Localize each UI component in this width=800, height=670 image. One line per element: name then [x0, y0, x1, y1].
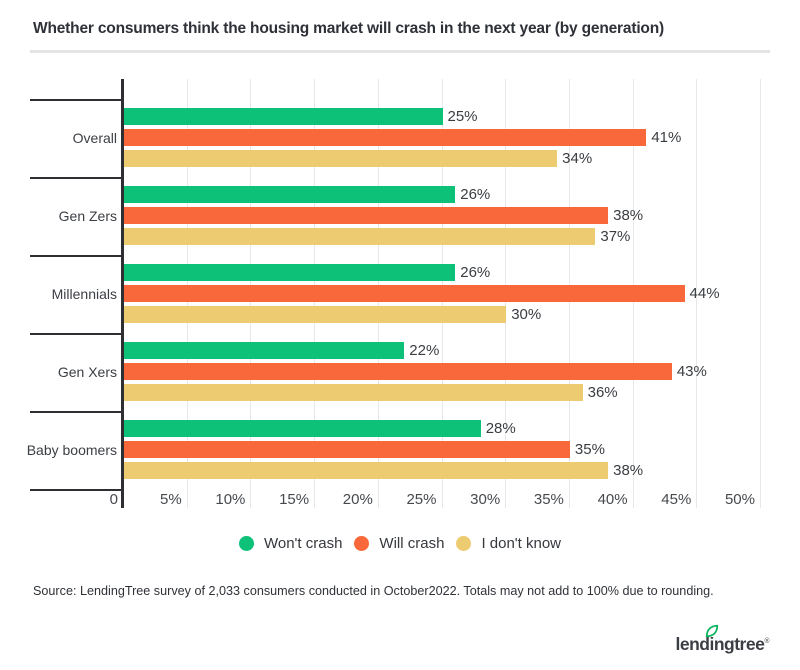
bar-value-label: 36%: [587, 384, 618, 401]
legend-label: Won't crash: [263, 535, 343, 552]
x-tick-label: 50%: [724, 491, 755, 508]
x-tick-label: 20%: [342, 491, 373, 508]
bar-value-label: 22%: [409, 342, 440, 359]
category-separator: [30, 177, 122, 179]
bar: [124, 420, 481, 437]
bar: [124, 342, 405, 359]
title-divider: [30, 50, 770, 53]
registered-mark: ®: [764, 638, 769, 646]
bar-value-label: 26%: [460, 186, 491, 203]
bar-value-label: 41%: [651, 129, 682, 146]
bar: [124, 207, 609, 224]
x-tick-label: 5%: [160, 491, 182, 508]
category-separator: [30, 411, 122, 413]
x-tick-label: 10%: [215, 491, 246, 508]
category-separator: [30, 99, 122, 101]
legend-dot-icon: [238, 536, 254, 551]
bar: [124, 285, 685, 302]
category-separator: [30, 255, 122, 257]
x-tick-label: 45%: [661, 491, 692, 508]
bar-value-label: 26%: [460, 264, 491, 281]
legend-dot-icon: [456, 536, 472, 551]
bar: [124, 462, 609, 479]
x-tick-label: 0: [109, 491, 118, 508]
bar: [124, 228, 596, 245]
bar-value-label: 28%: [485, 420, 516, 437]
bar: [124, 108, 443, 125]
bar-value-label: 38%: [613, 207, 644, 224]
legend-label: Will crash: [379, 535, 445, 552]
legend-label: I don't know: [481, 535, 562, 552]
x-tick-label: 15%: [279, 491, 310, 508]
chart-title: Whether consumers think the housing mark…: [33, 20, 664, 37]
category-separator: [30, 489, 122, 491]
logo-letter-i: i: [706, 624, 719, 655]
legend-item: Won't crash: [238, 535, 343, 552]
legend-item: I don't know: [456, 535, 561, 552]
chart-legend: Won't crash Will crash I don't know: [0, 535, 800, 552]
bar-value-label: 25%: [447, 108, 478, 125]
category-separator: [30, 333, 122, 335]
bar-value-label: 37%: [600, 228, 631, 245]
bar-value-label: 38%: [613, 462, 644, 479]
bar-value-label: 44%: [689, 285, 720, 302]
y-axis-line: [120, 79, 124, 508]
x-tick-label: 35%: [533, 491, 564, 508]
bar: [124, 363, 672, 380]
category-label: Gen Zers: [58, 208, 117, 224]
x-tick-label: 25%: [406, 491, 437, 508]
bar: [124, 129, 647, 146]
bar: [124, 441, 570, 458]
bar: [124, 186, 456, 203]
leaf-icon: [706, 624, 719, 638]
legend-dot-icon: [354, 536, 370, 551]
bar: [124, 150, 558, 167]
logo-text-ngtree: ngtree: [713, 634, 765, 654]
category-label: Overall: [72, 130, 117, 146]
logo-text-i: i: [709, 634, 714, 654]
bar-value-label: 34%: [562, 150, 593, 167]
gridline: [760, 79, 761, 508]
bar-value-label: 30%: [511, 306, 542, 323]
bar: [124, 384, 583, 401]
bar-value-label: 43%: [676, 363, 707, 380]
legend-item: Will crash: [354, 535, 444, 552]
category-label: Gen Xers: [57, 364, 117, 380]
logo-text-lend: lend: [675, 634, 710, 654]
x-tick-label: 40%: [597, 491, 628, 508]
category-label: Millennials: [51, 286, 117, 302]
x-tick-label: 30%: [470, 491, 501, 508]
bar: [124, 264, 456, 281]
bar-value-label: 35%: [574, 441, 605, 458]
source-note: Source: LendingTree survey of 2,033 cons…: [33, 583, 714, 598]
gridline: [696, 79, 698, 508]
category-label: Baby boomers: [26, 442, 117, 458]
bar: [124, 306, 507, 323]
lendingtree-logo: lendi ngtree®: [675, 624, 769, 655]
